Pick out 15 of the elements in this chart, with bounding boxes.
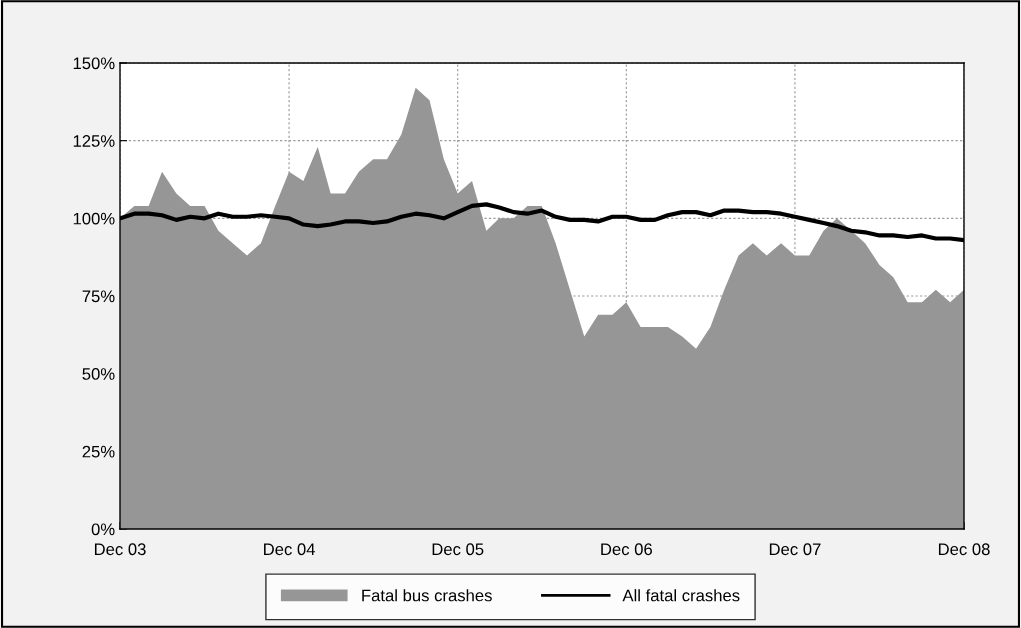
y-tick-label: 125% [73, 135, 115, 147]
x-tick-label: Dec 06 [601, 543, 652, 556]
y-tick-label: 75% [82, 290, 115, 303]
x-tick-label: Dec 08 [938, 543, 990, 556]
y-tick-label: 25% [82, 445, 115, 458]
legend-label: Fatal bus crashes [362, 589, 492, 602]
x-tick-label: Dec 07 [769, 543, 821, 556]
y-tick-label: 100% [73, 212, 115, 225]
y-tick-label: 50% [82, 368, 115, 380]
y-tick-label: 150% [73, 57, 115, 70]
x-tick-label: Dec 05 [432, 543, 484, 556]
y-tick-label: 0% [91, 523, 115, 536]
legend-label: All fatal crashes [622, 589, 740, 602]
x-tick-label: Dec 03 [94, 543, 146, 556]
x-tick-label: Dec 04 [264, 543, 315, 556]
